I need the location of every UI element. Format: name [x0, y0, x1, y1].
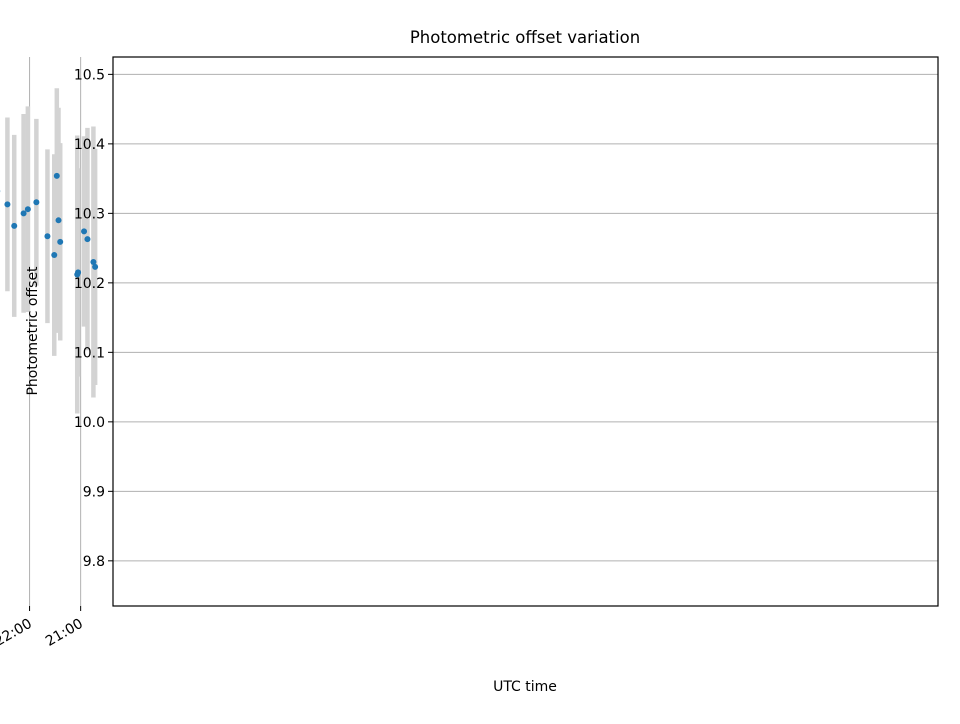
- data-point: [21, 210, 27, 216]
- chart-title: Photometric offset variation: [410, 28, 640, 47]
- data-point: [11, 223, 17, 229]
- data-point: [57, 239, 63, 245]
- y-tick-label: 9.8: [83, 554, 105, 570]
- x-axis-label: UTC time: [493, 679, 557, 695]
- y-axis-label: Photometric offset: [25, 266, 41, 396]
- data-point: [4, 201, 10, 207]
- y-tick-label: 10.2: [74, 276, 105, 292]
- y-tick-label: 10.3: [74, 206, 105, 222]
- y-tick-label: 10.4: [74, 137, 105, 153]
- y-tick-label: 9.9: [83, 484, 105, 500]
- data-point: [51, 252, 57, 258]
- data-point: [56, 217, 62, 223]
- data-point: [84, 236, 90, 242]
- data-point: [44, 233, 50, 239]
- data-point: [81, 228, 87, 234]
- data-point: [90, 259, 96, 265]
- y-tick-label: 10.0: [74, 415, 105, 431]
- y-tick-label: 10.5: [74, 67, 105, 83]
- y-tick-label: 10.1: [74, 345, 105, 361]
- data-point: [54, 173, 60, 179]
- data-point: [33, 199, 39, 205]
